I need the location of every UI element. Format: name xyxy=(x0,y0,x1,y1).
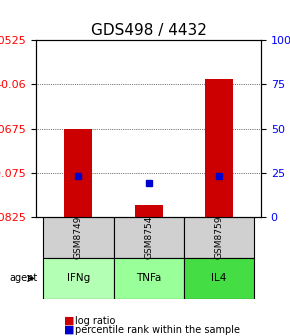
Text: GSM8749: GSM8749 xyxy=(74,216,83,259)
Text: GSM8759: GSM8759 xyxy=(214,216,223,259)
Bar xyxy=(205,79,233,217)
Text: ■: ■ xyxy=(64,325,74,335)
FancyBboxPatch shape xyxy=(113,258,184,299)
Text: ■: ■ xyxy=(64,316,74,326)
FancyBboxPatch shape xyxy=(184,217,254,258)
Text: percentile rank within the sample: percentile rank within the sample xyxy=(75,325,240,335)
Bar xyxy=(64,128,93,217)
Text: GSM8754: GSM8754 xyxy=(144,216,153,259)
FancyBboxPatch shape xyxy=(43,217,113,258)
Text: IL4: IL4 xyxy=(211,274,226,284)
Title: GDS498 / 4432: GDS498 / 4432 xyxy=(91,23,206,38)
FancyBboxPatch shape xyxy=(43,258,113,299)
Bar xyxy=(135,205,163,217)
FancyBboxPatch shape xyxy=(113,217,184,258)
Text: agent: agent xyxy=(9,274,38,284)
Text: IFNg: IFNg xyxy=(67,274,90,284)
Text: log ratio: log ratio xyxy=(75,316,116,326)
FancyBboxPatch shape xyxy=(184,258,254,299)
Text: TNFa: TNFa xyxy=(136,274,161,284)
